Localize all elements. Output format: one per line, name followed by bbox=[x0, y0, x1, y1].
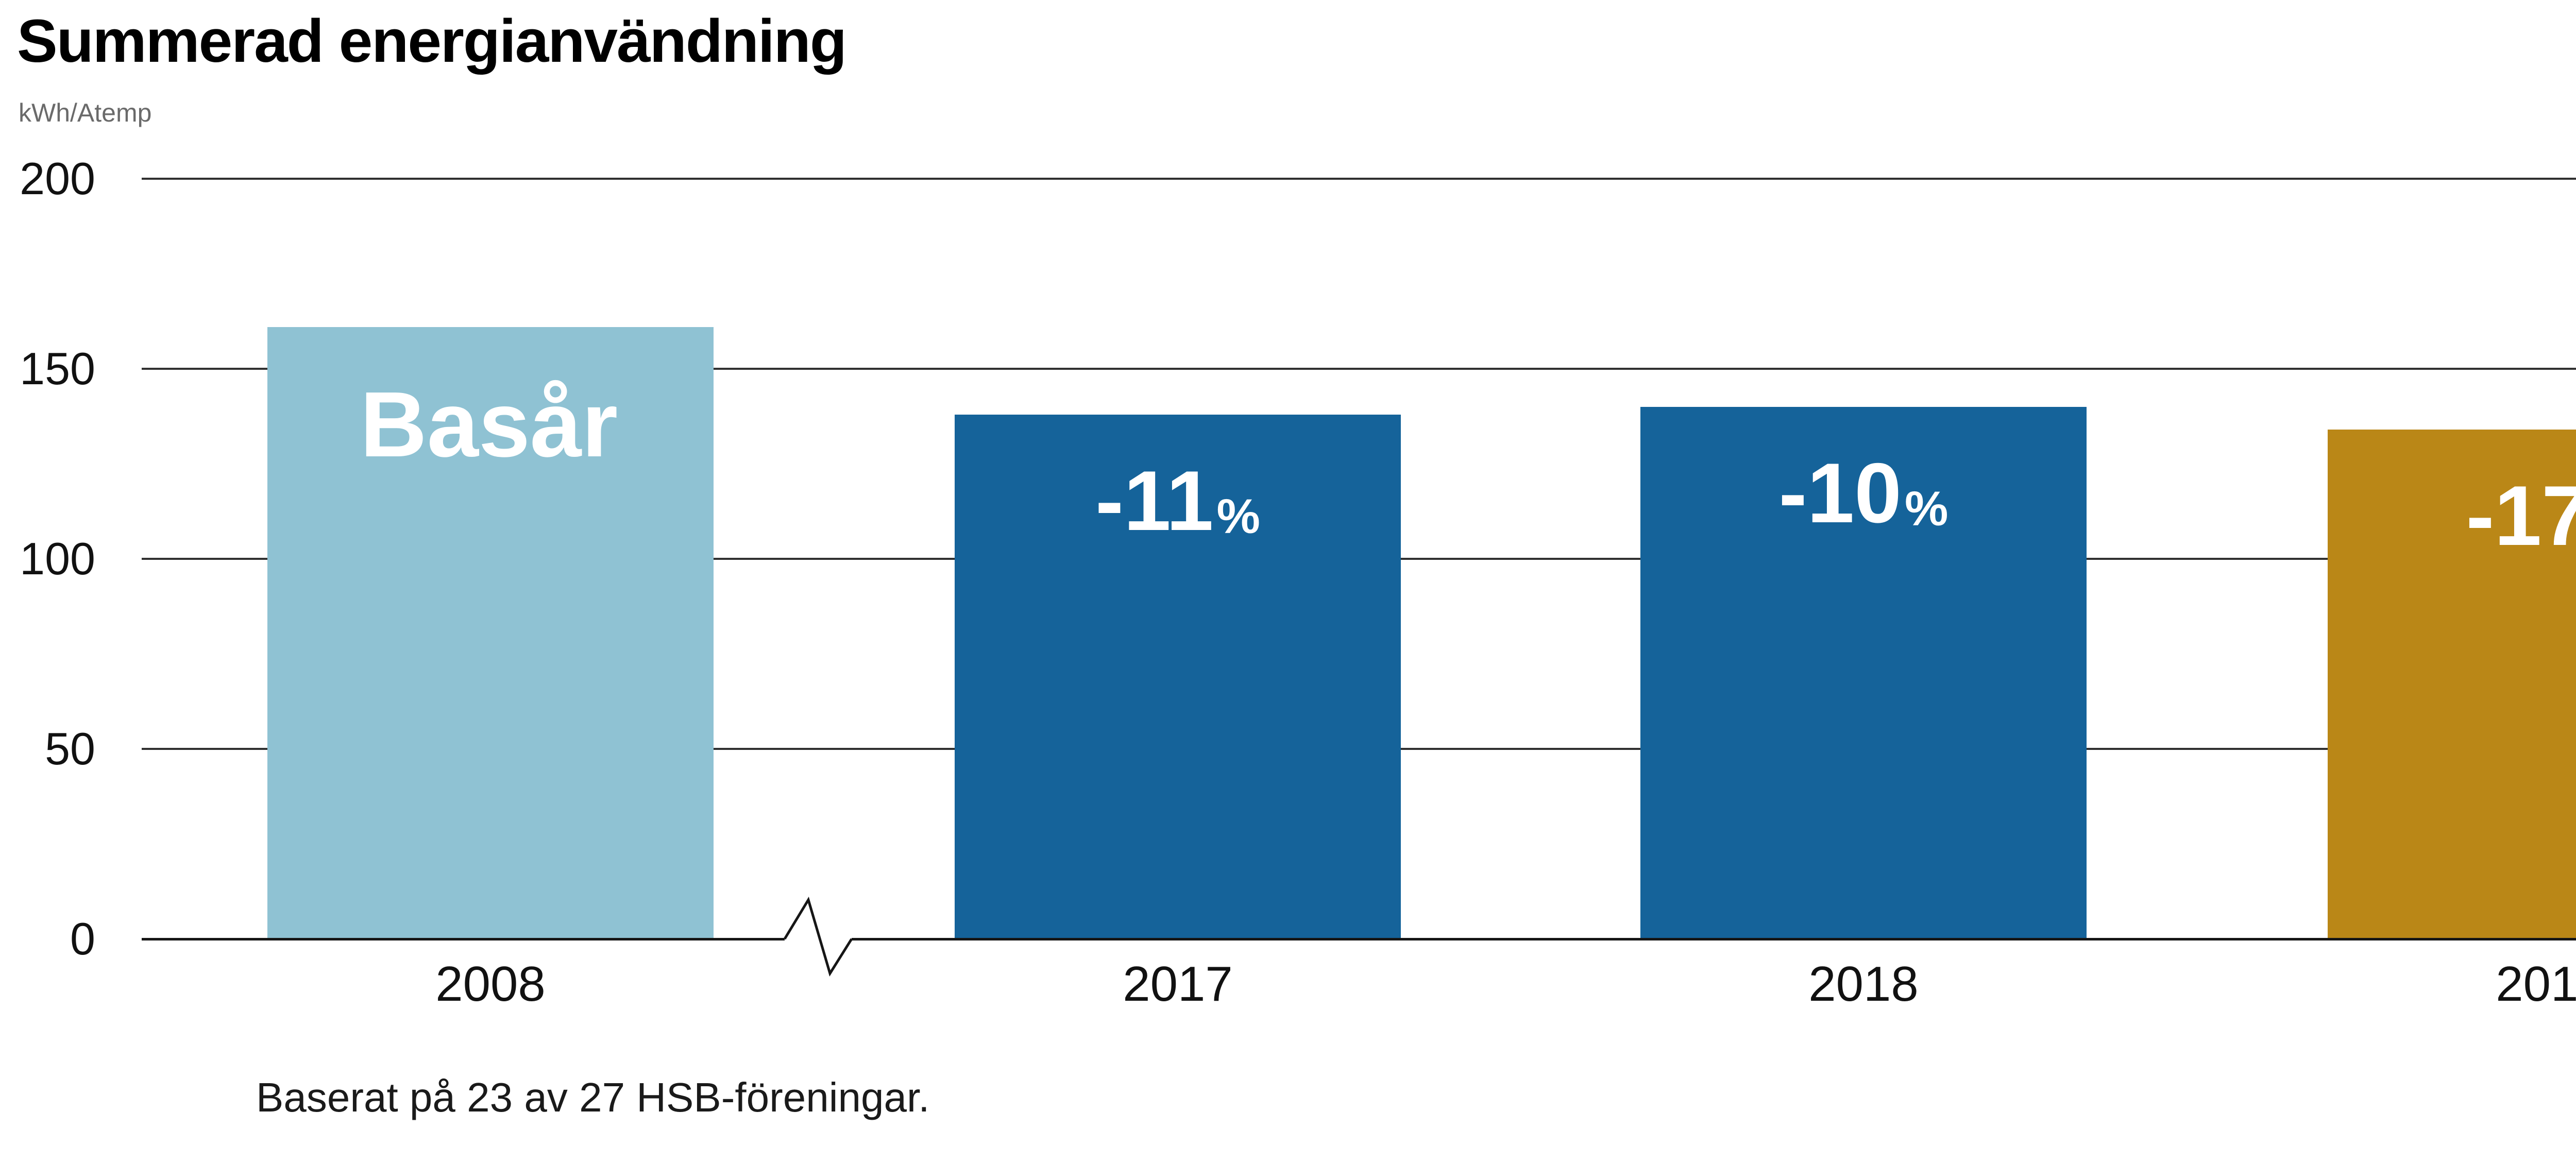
x-tick-2017: 2017 bbox=[1123, 956, 1233, 1012]
bar-label-text: -17 bbox=[2466, 468, 2576, 563]
x-tick-2018: 2018 bbox=[1808, 956, 1919, 1012]
bar-label-text: Basår bbox=[360, 372, 618, 476]
chart-title: Summerad energianvändning bbox=[17, 7, 847, 75]
bar-2008: Basår bbox=[267, 327, 714, 939]
y-tick-100: 100 bbox=[20, 533, 95, 584]
y-tick-150: 150 bbox=[20, 343, 95, 394]
axis-break-icon bbox=[783, 896, 853, 977]
bar-label-text: -11 bbox=[1095, 453, 1214, 548]
x-axis-line-left bbox=[142, 938, 785, 940]
bar-label-2019: -17% bbox=[2328, 473, 2576, 558]
x-tick-2019: 2019 bbox=[2496, 956, 2576, 1012]
bar-label-percent: % bbox=[1905, 481, 1948, 536]
y-tick-50: 50 bbox=[45, 723, 95, 774]
bars-layer: Basår -11% -10% -17% bbox=[0, 179, 2576, 939]
bar-label-2017: -11% bbox=[955, 458, 1401, 543]
x-tick-2008: 2008 bbox=[435, 956, 546, 1012]
bar-label-base-year: Basår bbox=[267, 378, 714, 471]
y-tick-200: 200 bbox=[20, 153, 95, 204]
bar-label-2018: -10% bbox=[1640, 450, 2087, 536]
bar-2018: -10% bbox=[1640, 406, 2087, 939]
footnote: Baserat på 23 av 27 HSB-föreningar. bbox=[256, 1074, 930, 1120]
x-axis-line-right bbox=[852, 938, 2576, 940]
gridline-200 bbox=[142, 178, 2576, 180]
gridline-150 bbox=[142, 368, 2576, 370]
bar-2019: -17% bbox=[2328, 430, 2576, 939]
bar-label-percent: % bbox=[1216, 489, 1260, 544]
bar-2017: -11% bbox=[955, 414, 1401, 939]
y-tick-0: 0 bbox=[70, 913, 95, 964]
y-axis-unit-label: kWh/Atemp bbox=[19, 98, 152, 127]
bar-label-text: -10 bbox=[1778, 445, 1902, 540]
